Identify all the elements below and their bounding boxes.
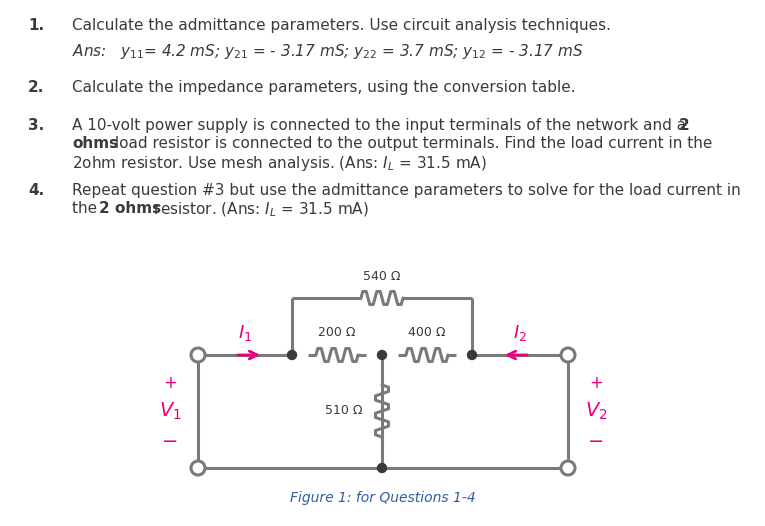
Circle shape bbox=[467, 350, 477, 359]
Circle shape bbox=[377, 350, 386, 359]
Text: −: − bbox=[162, 432, 178, 451]
Text: 540 Ω: 540 Ω bbox=[363, 269, 401, 282]
Text: Calculate the admittance parameters. Use circuit analysis techniques.: Calculate the admittance parameters. Use… bbox=[72, 18, 611, 33]
Text: 2.: 2. bbox=[28, 80, 44, 95]
Text: +: + bbox=[589, 375, 603, 392]
Text: ohms: ohms bbox=[72, 136, 118, 151]
Text: 510 Ω: 510 Ω bbox=[325, 404, 363, 418]
Text: Figure 1: for Questions 1-4: Figure 1: for Questions 1-4 bbox=[290, 491, 476, 505]
Text: 2: 2 bbox=[679, 118, 690, 133]
Circle shape bbox=[561, 461, 575, 475]
Text: $\mathit{I}_1$: $\mathit{I}_1$ bbox=[238, 323, 252, 343]
Text: Repeat question #3 but use the admittance parameters to solve for the load curre: Repeat question #3 but use the admittanc… bbox=[72, 183, 741, 198]
Circle shape bbox=[191, 348, 205, 362]
Text: resistor. (Ans: $I_L$ = 31.5 mA): resistor. (Ans: $I_L$ = 31.5 mA) bbox=[149, 201, 369, 219]
Text: 1.: 1. bbox=[28, 18, 44, 33]
Text: 2ohm resistor. Use mesh analysis. (Ans: $I_L$ = 31.5 mA): 2ohm resistor. Use mesh analysis. (Ans: … bbox=[72, 154, 487, 173]
Text: 2 ohms: 2 ohms bbox=[99, 201, 161, 216]
Text: 400 Ω: 400 Ω bbox=[409, 327, 446, 339]
Text: 3.: 3. bbox=[28, 118, 44, 133]
Circle shape bbox=[191, 461, 205, 475]
Text: 200 Ω: 200 Ω bbox=[318, 327, 356, 339]
Text: $\mathit{V}_1$: $\mathit{V}_1$ bbox=[158, 401, 181, 422]
Circle shape bbox=[561, 348, 575, 362]
Text: +: + bbox=[163, 375, 177, 392]
Text: 4.: 4. bbox=[28, 183, 44, 198]
Text: A 10-volt power supply is connected to the input terminals of the network and a: A 10-volt power supply is connected to t… bbox=[72, 118, 698, 133]
Text: Calculate the impedance parameters, using the conversion table.: Calculate the impedance parameters, usin… bbox=[72, 80, 575, 95]
Text: $\mathit{I}_2$: $\mathit{I}_2$ bbox=[513, 323, 527, 343]
Text: Ans:   $y_{11}$= 4.2 mS; $y_{21}$ = - 3.17 mS; $y_{22}$ = 3.7 mS; $y_{12}$ = - 3: Ans: $y_{11}$= 4.2 mS; $y_{21}$ = - 3.17… bbox=[72, 42, 584, 61]
Circle shape bbox=[377, 463, 386, 472]
Circle shape bbox=[288, 350, 297, 359]
Text: the: the bbox=[72, 201, 102, 216]
Text: −: − bbox=[588, 432, 604, 451]
Text: load resistor is connected to the output terminals. Find the load current in the: load resistor is connected to the output… bbox=[110, 136, 712, 151]
Text: $\mathit{V}_2$: $\mathit{V}_2$ bbox=[584, 401, 607, 422]
